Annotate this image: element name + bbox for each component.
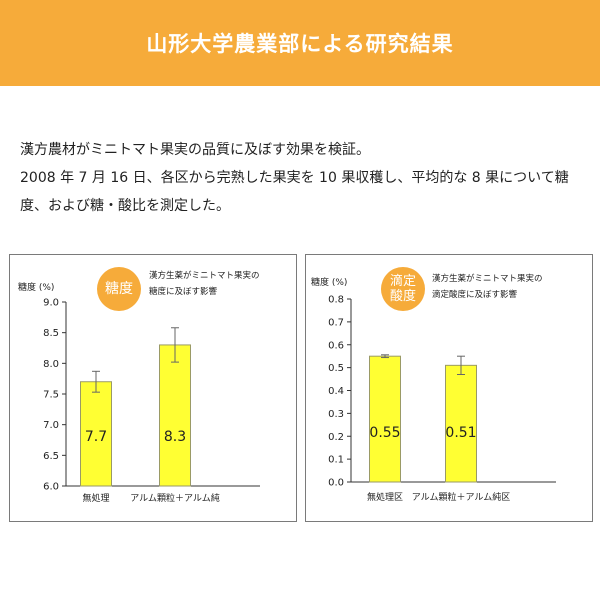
y-tick-label: 0.0 bbox=[328, 478, 344, 489]
bar-value-label: 0.51 bbox=[445, 425, 476, 441]
bar-value-label: 7.7 bbox=[85, 429, 107, 445]
y-tick-label: 7.0 bbox=[43, 420, 59, 431]
y-tick-label: 7.5 bbox=[43, 390, 59, 401]
bar bbox=[159, 344, 191, 487]
acidity-bar-chart: 0.0 0.1 0.2 0.3 0.4 0.5 0.6 0.7 0.8 0.55 無処理区 0.51 ア… bbox=[328, 295, 556, 503]
y-tick-label: 9.0 bbox=[43, 298, 59, 309]
y-tick-label: 8.0 bbox=[43, 359, 59, 370]
sugar-chart-panel: 糖度 (%) 糖度 漢方生薬がミニトマト果実の 糖度に及ぼす影響 6.0 6.5 7… bbox=[9, 254, 297, 522]
y-axis-title: 糖度 (%) bbox=[311, 278, 348, 288]
header-banner: 山形大学農業部による研究結果 bbox=[0, 0, 600, 86]
x-category-label: アルム顆粒＋アルム純区 bbox=[412, 491, 510, 503]
page-title: 山形大学農業部による研究結果 bbox=[146, 32, 454, 56]
chart-note: 漢方生薬がミニトマト果実の 糖度に及ぼす影響 bbox=[149, 271, 260, 297]
x-category-label: アルム顆粒＋アルム純 bbox=[130, 492, 219, 504]
bar bbox=[445, 364, 477, 483]
intro-line-1: 漢方農材がミニトマト果実の品質に及ぼす効果を検証。 bbox=[20, 142, 370, 158]
y-tick-label: 6.0 bbox=[43, 482, 59, 493]
y-tick-label: 0.1 bbox=[328, 455, 344, 466]
x-category-label: 無処理 bbox=[82, 492, 109, 504]
y-tick-label: 0.2 bbox=[328, 432, 344, 443]
intro-text: 漢方農材がミニトマト果実の品質に及ぼす効果を検証。 2008 年 7 月 16 … bbox=[20, 136, 590, 220]
intro-line-3: 度、および糖・酸比を測定した。 bbox=[20, 198, 230, 214]
bar-value-label: 0.55 bbox=[369, 425, 400, 441]
y-tick-label: 6.5 bbox=[43, 451, 59, 462]
y-tick-label: 0.4 bbox=[328, 386, 344, 397]
y-tick-label: 0.8 bbox=[328, 295, 344, 306]
acidity-badge: 滴定 酸度 bbox=[381, 267, 425, 311]
y-tick-label: 0.5 bbox=[328, 363, 344, 374]
chart-note: 漢方生薬がミニトマト果実の 滴定酸度に及ぼす影響 bbox=[432, 274, 543, 300]
intro-line-2: 2008 年 7 月 16 日、各区から完熟した果実を 10 果収穫し、平均的な… bbox=[20, 170, 569, 186]
x-category-label: 無処理区 bbox=[367, 491, 403, 503]
y-axis-title: 糖度 (%) bbox=[18, 283, 55, 293]
y-tick-label: 0.3 bbox=[328, 409, 344, 420]
y-tick-label: 0.6 bbox=[328, 340, 344, 351]
bar bbox=[369, 355, 401, 483]
bar-value-label: 8.3 bbox=[164, 429, 186, 445]
bar bbox=[80, 381, 112, 487]
y-tick-label: 8.5 bbox=[43, 328, 59, 339]
acidity-chart-panel: 糖度 (%) 滴定 酸度 漢方生薬がミニトマト果実の 滴定酸度に及ぼす影響 0.… bbox=[305, 254, 593, 522]
y-tick-label: 0.7 bbox=[328, 317, 344, 328]
sugar-bar-chart: 6.0 6.5 7.0 7.5 8.0 8.5 9.0 7.7 無処理 8.3 アルム顆粒＋アルム純 bbox=[43, 298, 260, 504]
sugar-badge: 糖度 bbox=[97, 267, 141, 311]
